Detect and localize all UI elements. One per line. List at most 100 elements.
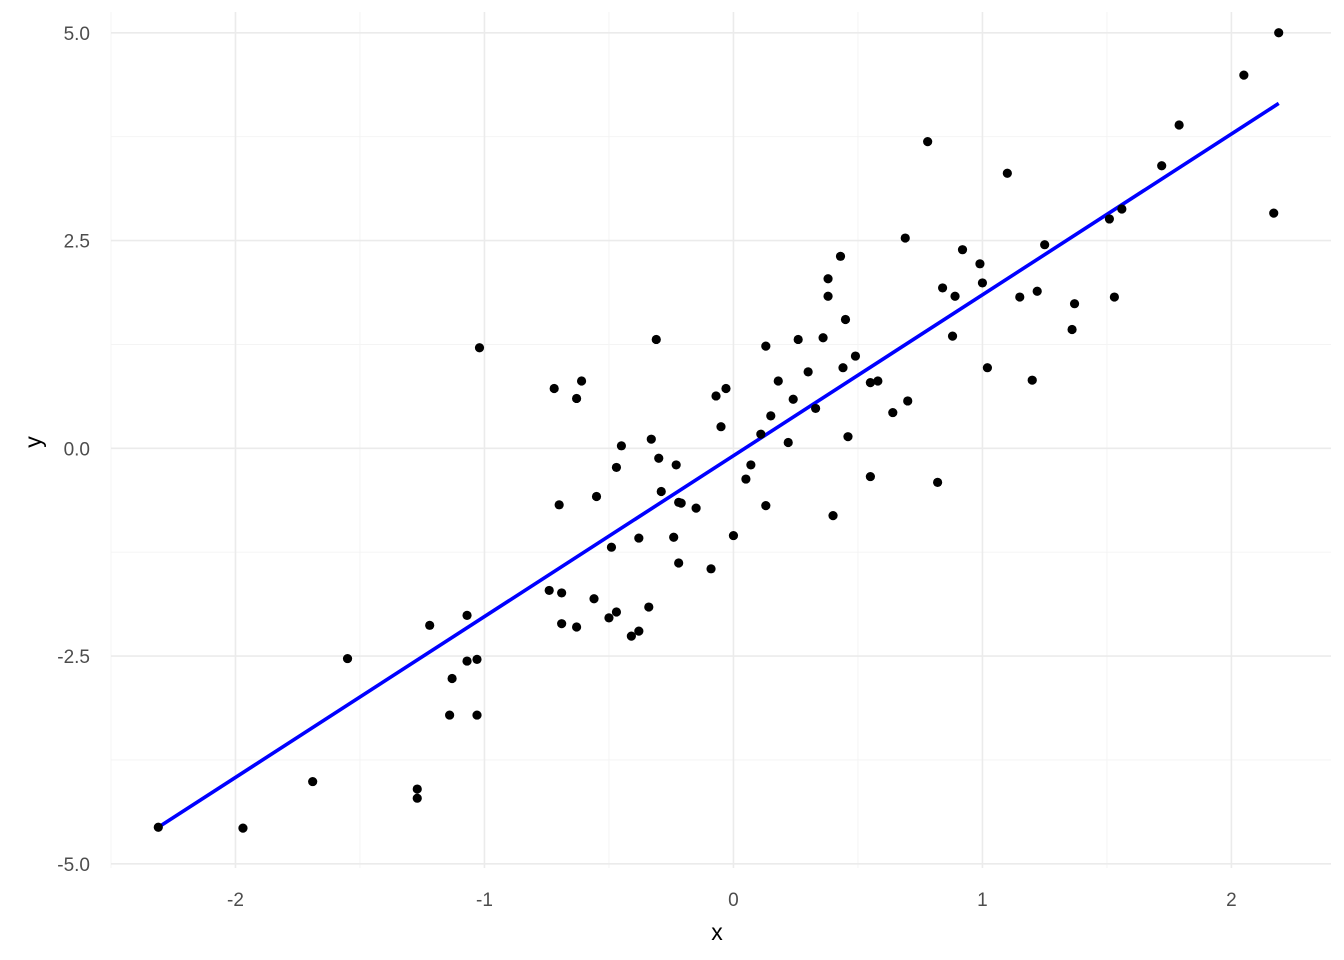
data-point (706, 564, 716, 574)
data-point (766, 411, 776, 421)
data-point (676, 498, 686, 508)
data-point (933, 477, 943, 487)
data-point (1239, 70, 1249, 80)
data-point (1157, 161, 1167, 171)
data-point (571, 622, 582, 632)
data-point (957, 245, 968, 255)
data-point (462, 656, 472, 666)
grid-lines (110, 12, 1331, 868)
data-point (711, 391, 721, 401)
y-tick-label: -2.5 (57, 647, 90, 668)
data-point (1269, 208, 1279, 218)
data-point (756, 429, 766, 439)
data-point (1174, 120, 1184, 130)
data-point (1027, 375, 1037, 385)
y-axis-title: y (20, 436, 46, 448)
data-point (651, 334, 661, 345)
data-point (1032, 286, 1042, 296)
data-point (838, 363, 848, 373)
data-point (811, 403, 821, 414)
data-point (557, 619, 567, 629)
data-point (656, 486, 666, 497)
data-point (634, 533, 644, 543)
data-point (1067, 324, 1077, 335)
data-point (828, 511, 838, 521)
data-point (843, 432, 853, 442)
data-point (1002, 168, 1012, 178)
data-point (576, 376, 587, 386)
data-point (900, 233, 910, 243)
regression-line (157, 101, 1280, 829)
data-point (412, 784, 422, 794)
data-point (606, 542, 617, 552)
data-point (818, 333, 828, 343)
y-tick-label: 5.0 (64, 24, 90, 45)
data-point (571, 393, 582, 404)
data-point (634, 626, 644, 636)
data-point (611, 607, 622, 617)
data-point (544, 585, 554, 596)
data-point (616, 441, 627, 451)
data-point (591, 491, 602, 502)
data-point (903, 396, 913, 406)
data-points (153, 28, 1284, 833)
data-point (412, 793, 422, 803)
data-point (823, 274, 833, 284)
data-point (947, 331, 958, 341)
x-axis-ticks: -2 -1 0 1 2 (227, 890, 1237, 911)
data-point (761, 501, 771, 511)
data-point (803, 367, 813, 377)
data-point (1040, 240, 1050, 250)
x-tick-label: -1 (476, 890, 493, 911)
data-point (549, 383, 559, 394)
data-point (746, 460, 756, 470)
data-point (716, 422, 726, 432)
data-point (447, 673, 457, 684)
data-point (773, 376, 783, 386)
x-tick-label: 2 (1226, 890, 1237, 911)
data-point (611, 462, 622, 473)
data-point (923, 137, 933, 147)
data-point (1069, 299, 1080, 309)
data-point (671, 460, 681, 470)
data-point (823, 291, 833, 301)
data-point (474, 343, 485, 353)
data-point (654, 453, 664, 463)
data-point (1109, 292, 1119, 302)
data-point (865, 378, 875, 388)
y-tick-label: 2.5 (64, 232, 90, 253)
x-tick-label: -2 (227, 890, 244, 911)
y-tick-label: 0.0 (64, 439, 90, 460)
data-point (721, 383, 731, 394)
data-point (788, 394, 798, 404)
data-point (937, 283, 948, 293)
x-axis-title: x (711, 919, 723, 945)
y-tick-label: -5.0 (57, 855, 90, 876)
data-point (669, 532, 679, 542)
data-point (445, 710, 455, 720)
data-point (1104, 214, 1115, 224)
data-point (728, 530, 739, 541)
data-point (472, 710, 482, 720)
data-point (1117, 204, 1127, 214)
data-point (626, 631, 636, 641)
data-point (1015, 292, 1025, 302)
data-point (982, 363, 993, 373)
data-point (644, 602, 654, 612)
data-point (554, 500, 564, 510)
data-point (342, 653, 353, 664)
data-point (604, 613, 614, 623)
data-point (865, 471, 875, 482)
data-point (761, 341, 771, 351)
data-point (873, 376, 883, 386)
data-point (589, 594, 599, 604)
data-point (238, 823, 248, 833)
data-point (888, 407, 898, 418)
x-tick-label: 1 (977, 890, 988, 911)
x-tick-label: 0 (728, 890, 739, 911)
data-point (975, 259, 985, 269)
data-point (1274, 28, 1284, 38)
data-point (462, 610, 472, 620)
data-point (840, 314, 851, 325)
